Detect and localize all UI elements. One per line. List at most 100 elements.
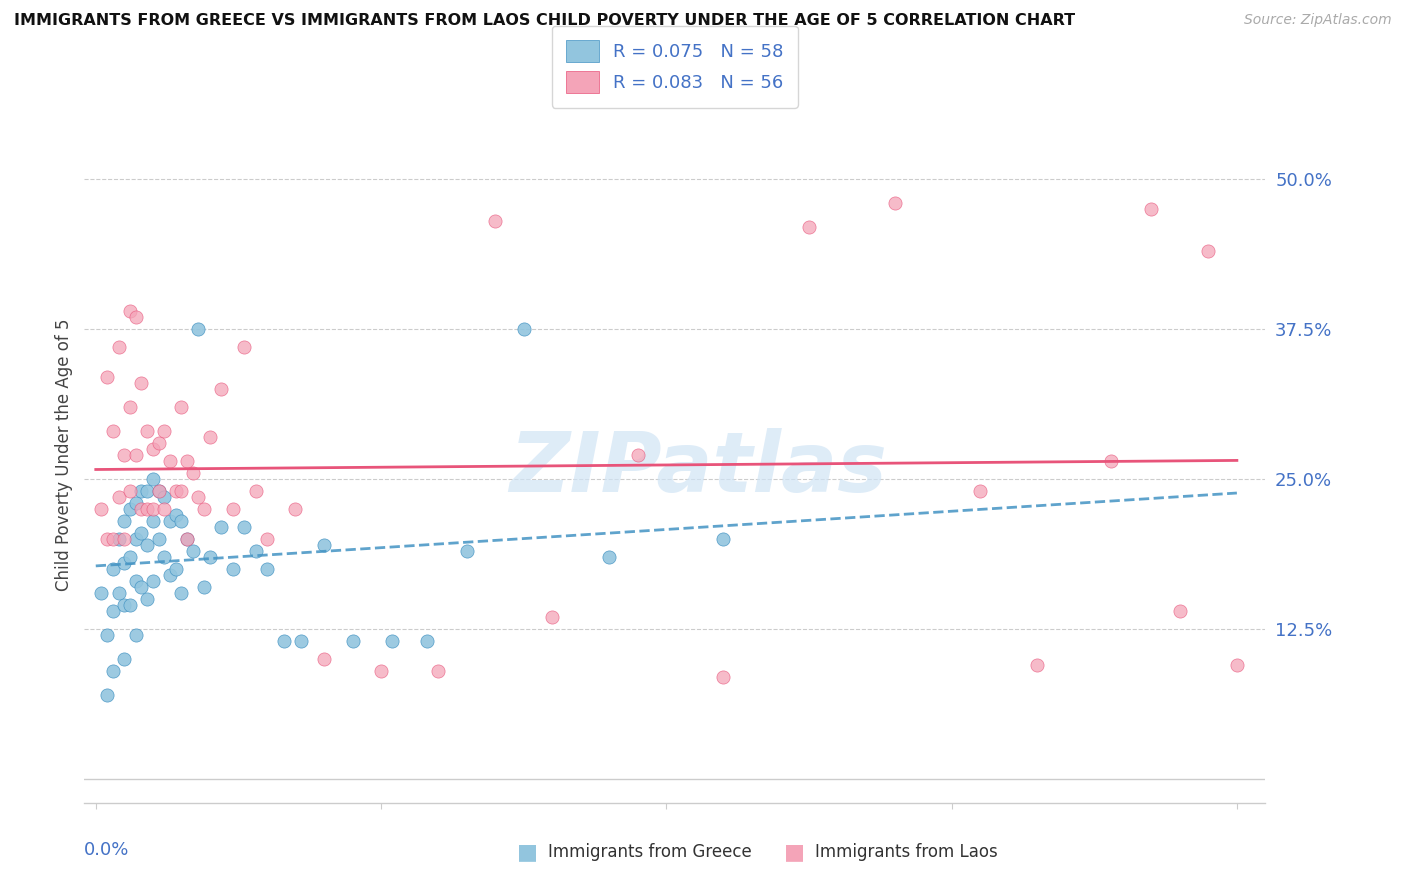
- Text: Immigrants from Laos: Immigrants from Laos: [815, 843, 998, 861]
- Point: [170, 483, 193, 498]
- Point: [797, 219, 820, 234]
- Point: [193, 580, 215, 594]
- Point: [148, 483, 170, 498]
- Point: [883, 196, 905, 211]
- Point: [284, 502, 307, 516]
- Point: [187, 322, 209, 336]
- Point: [142, 502, 165, 516]
- Point: [969, 483, 991, 498]
- Point: [131, 483, 153, 498]
- Point: [711, 670, 734, 684]
- Point: [342, 633, 364, 648]
- Point: [107, 532, 129, 546]
- Point: [153, 424, 176, 438]
- Point: [209, 520, 232, 534]
- Point: [118, 549, 141, 564]
- Point: [101, 562, 124, 576]
- Point: [1026, 657, 1049, 672]
- Point: [112, 532, 135, 546]
- Point: [456, 544, 478, 558]
- Text: Source: ZipAtlas.com: Source: ZipAtlas.com: [1244, 13, 1392, 28]
- Point: [165, 562, 187, 576]
- Point: [1140, 202, 1163, 216]
- Point: [125, 448, 148, 462]
- Point: [181, 544, 204, 558]
- Point: [101, 424, 124, 438]
- Point: [370, 664, 392, 678]
- Point: [96, 370, 118, 384]
- Point: [1168, 604, 1191, 618]
- Point: [159, 454, 181, 468]
- Point: [112, 514, 135, 528]
- Point: [112, 652, 135, 666]
- Point: [118, 598, 141, 612]
- Point: [112, 448, 135, 462]
- Point: [125, 310, 148, 324]
- Point: [187, 490, 209, 504]
- Point: [148, 483, 170, 498]
- Point: [131, 580, 153, 594]
- Point: [245, 544, 267, 558]
- Point: [312, 538, 335, 552]
- Point: [541, 610, 564, 624]
- Point: [256, 562, 278, 576]
- Point: [142, 442, 165, 456]
- Point: [484, 214, 506, 228]
- Point: [427, 664, 450, 678]
- Point: [159, 567, 181, 582]
- Point: [148, 436, 170, 450]
- Point: [627, 448, 650, 462]
- Point: [112, 598, 135, 612]
- Point: [96, 628, 118, 642]
- Point: [415, 633, 437, 648]
- Point: [1226, 657, 1249, 672]
- Point: [512, 322, 534, 336]
- Point: [90, 586, 112, 600]
- Point: [222, 502, 245, 516]
- Text: IMMIGRANTS FROM GREECE VS IMMIGRANTS FROM LAOS CHILD POVERTY UNDER THE AGE OF 5 : IMMIGRANTS FROM GREECE VS IMMIGRANTS FRO…: [14, 13, 1076, 29]
- Point: [198, 549, 221, 564]
- Point: [112, 556, 135, 570]
- Point: [273, 633, 295, 648]
- Point: [107, 340, 129, 354]
- Point: [101, 664, 124, 678]
- Text: ZIPatlas: ZIPatlas: [509, 428, 887, 509]
- Point: [125, 628, 148, 642]
- Point: [222, 562, 245, 576]
- Point: [118, 400, 141, 414]
- Point: [142, 472, 165, 486]
- Point: [1099, 454, 1122, 468]
- Point: [153, 549, 176, 564]
- Point: [233, 340, 256, 354]
- Point: [198, 430, 221, 444]
- Point: [159, 514, 181, 528]
- Point: [136, 424, 159, 438]
- Point: [118, 502, 141, 516]
- Point: [1197, 244, 1219, 258]
- Point: [101, 604, 124, 618]
- Point: [142, 574, 165, 588]
- Text: ■: ■: [785, 842, 804, 862]
- Point: [136, 591, 159, 606]
- Point: [90, 502, 112, 516]
- Point: [96, 532, 118, 546]
- Point: [148, 532, 170, 546]
- Point: [176, 532, 198, 546]
- Point: [131, 525, 153, 540]
- Point: [290, 633, 312, 648]
- Point: [96, 688, 118, 702]
- Text: Immigrants from Greece: Immigrants from Greece: [548, 843, 752, 861]
- Point: [107, 490, 129, 504]
- Text: ■: ■: [517, 842, 537, 862]
- Point: [118, 304, 141, 318]
- Point: [312, 652, 335, 666]
- Point: [153, 490, 176, 504]
- Y-axis label: Child Poverty Under the Age of 5: Child Poverty Under the Age of 5: [55, 318, 73, 591]
- Point: [125, 496, 148, 510]
- Point: [181, 466, 204, 480]
- Point: [176, 454, 198, 468]
- Point: [381, 633, 404, 648]
- Point: [136, 483, 159, 498]
- Point: [193, 502, 215, 516]
- Point: [101, 532, 124, 546]
